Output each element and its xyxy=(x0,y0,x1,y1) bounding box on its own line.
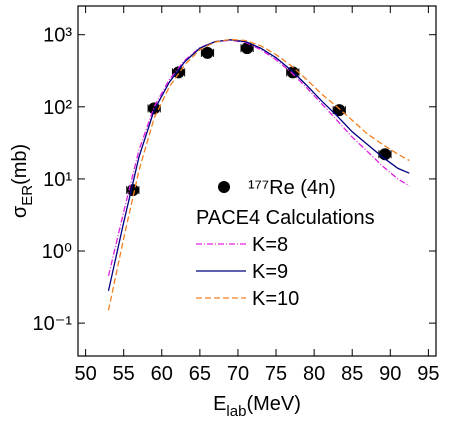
x-tick-label: 85 xyxy=(341,363,363,385)
x-tick-label: 65 xyxy=(189,363,211,385)
y-tick-label: 10² xyxy=(43,97,72,119)
x-tick-label: 50 xyxy=(74,363,96,385)
y-tick-label: 10⁰ xyxy=(42,241,72,263)
x-axis-label: Elab(MeV) xyxy=(213,393,301,418)
curve xyxy=(107,38,410,311)
y-label-subscript: ER xyxy=(19,185,36,206)
x-tick-label: 60 xyxy=(151,363,173,385)
data-point xyxy=(333,104,346,117)
y-tick-label: 10⁻¹ xyxy=(33,313,73,335)
legend-marker xyxy=(218,181,230,193)
legend-label: K=10 xyxy=(252,288,299,310)
legend-label: K=8 xyxy=(252,234,288,256)
legend-label: K=9 xyxy=(252,261,288,283)
x-label-subscript: lab xyxy=(226,403,246,418)
data-point xyxy=(201,46,214,59)
x-tick-label: 75 xyxy=(265,363,287,385)
x-tick-label: 95 xyxy=(417,363,439,385)
y-tick-label: 10¹ xyxy=(43,169,72,191)
legend-title: PACE4 Calculations xyxy=(196,207,375,229)
x-label-unit: (MeV) xyxy=(246,393,300,415)
curve xyxy=(107,39,410,292)
y-tick-label: 10³ xyxy=(43,25,72,47)
y-label-unit: (mb) xyxy=(9,144,31,185)
curve xyxy=(107,39,410,277)
y-label-symbol: σ xyxy=(9,205,31,218)
x-tick-label: 70 xyxy=(227,363,249,385)
x-tick-label: 90 xyxy=(379,363,401,385)
legend-label: ¹⁷⁷Re (4n) xyxy=(248,177,336,199)
plot-frame xyxy=(77,5,437,357)
x-label-symbol: E xyxy=(213,393,226,415)
x-tick-label: 55 xyxy=(113,363,135,385)
data-point xyxy=(241,42,254,55)
y-axis-label: σER(mb) xyxy=(9,144,36,218)
x-tick-label: 80 xyxy=(303,363,325,385)
